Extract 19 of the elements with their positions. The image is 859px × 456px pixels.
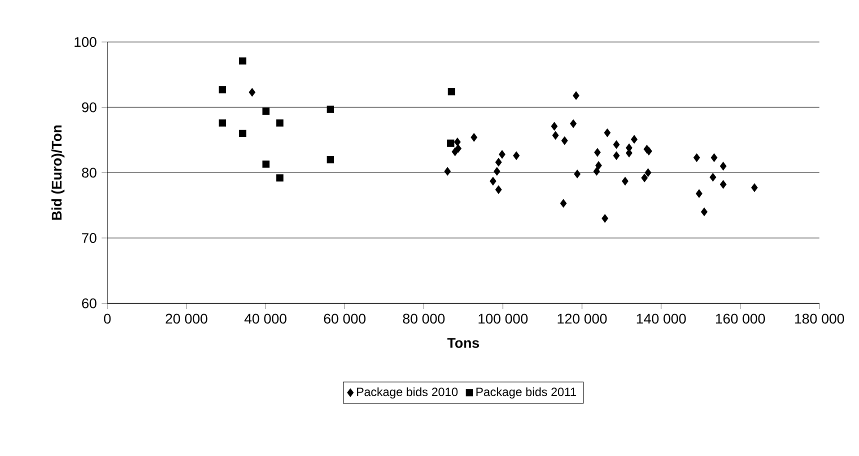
x-tick-label: 100 000 — [478, 314, 528, 324]
x-tick-label: 80 000 — [402, 314, 445, 324]
x-tick-label: 20 000 — [166, 314, 208, 324]
y-tick-label: 70 — [82, 233, 96, 243]
x-tick-label: 60 000 — [324, 314, 366, 324]
y-tick-label: 80 — [82, 168, 96, 178]
y-tick-label: 60 — [82, 298, 96, 308]
x-tick-label: 180 000 — [795, 314, 844, 324]
x-tick-label: 120 000 — [558, 314, 607, 324]
x-tick-label: 140 000 — [636, 314, 686, 324]
y-axis-title: Bid (Euro)/Ton — [51, 125, 64, 220]
x-tick-label: 40 000 — [244, 314, 286, 324]
x-tick-label: 0 — [104, 314, 111, 324]
y-tick-label: 90 — [82, 102, 96, 112]
legend-label: Package bids 2011 — [476, 387, 576, 398]
x-tick-label: 160 000 — [716, 314, 765, 324]
y-tick-label: 100 — [74, 37, 96, 47]
legend-label: Package bids 2010 — [357, 387, 458, 398]
x-axis-title: Tons — [447, 338, 479, 348]
